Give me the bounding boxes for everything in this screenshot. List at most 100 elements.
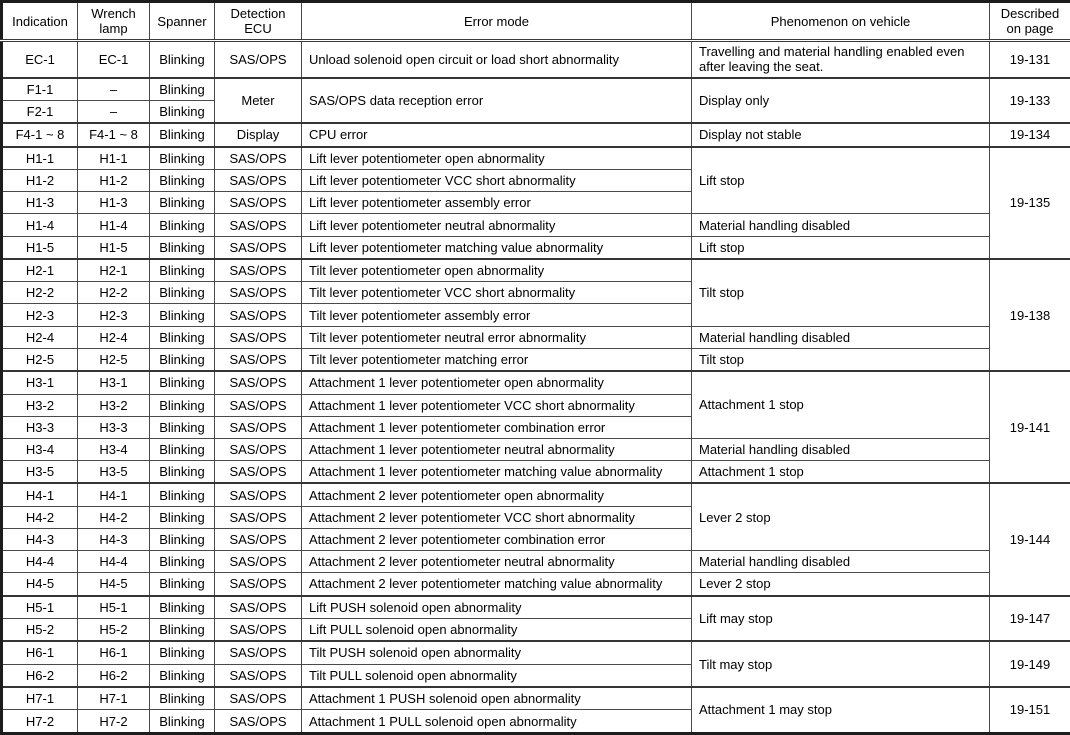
cell: H3-5: [77, 459, 150, 484]
cell: H1-2: [1, 169, 78, 193]
cell: F4-1 ~ 8: [1, 122, 78, 148]
cell: H4-2: [77, 505, 150, 529]
cell: Tilt lever potentiometer matching error: [301, 347, 692, 372]
table-row: H1-4 H1-4 Blinking SAS/OPS Lift lever potent…: [1, 213, 1070, 237]
cell: H2-3: [1, 303, 78, 327]
cell: Attachment 2 lever potentiometer VCC sho…: [301, 505, 692, 529]
cell: H3-1: [77, 370, 150, 395]
cell: H2-2: [1, 281, 78, 305]
cell: EC-1: [1, 39, 78, 78]
cell: SAS/OPS: [214, 213, 302, 237]
cell: H6-2: [77, 663, 150, 688]
cell: SAS/OPS: [214, 572, 302, 597]
cell: Attachment 2 lever potentiometer matchin…: [301, 572, 692, 597]
cell: Lift lever potentiometer neutral abnorma…: [301, 213, 692, 237]
cell: H1-4: [1, 213, 78, 237]
cell: Blinking: [149, 99, 215, 124]
cell: H1-1: [1, 145, 78, 171]
cell: Attachment 1 lever potentiometer combina…: [301, 415, 692, 439]
table-row: H1-5 H1-5 Blinking SAS/OPS Lift lever potent…: [1, 235, 1070, 260]
table-row: H3-4 H3-4 Blinking SAS/OPS Attachment 1 leve…: [1, 437, 1070, 461]
cell: H6-1: [1, 640, 78, 665]
table-row: H2-1 H2-1 Blinking SAS/OPS Tilt lever potent…: [1, 257, 1070, 372]
cell: SAS/OPS: [214, 640, 302, 665]
table-row: H4-1 H4-1 Blinking SAS/OPS Attachment 2 leve…: [1, 482, 1070, 597]
cell: Lift PUSH solenoid open abnormality: [301, 594, 692, 619]
cell: Attachment 1 may stop: [691, 685, 990, 734]
table-row: H3-2 H3-2 Blinking SAS/OPS Attachment 1 leve…: [1, 393, 1070, 417]
cell: Blinking: [149, 76, 215, 101]
table-row: H1-1 H1-1 Blinking SAS/OPS Lift lever potent…: [1, 145, 1070, 260]
cell: Blinking: [149, 482, 215, 507]
cell: Tilt PULL solenoid open abnormality: [301, 663, 692, 688]
cell: H3-5: [1, 459, 78, 484]
cell: Blinking: [149, 325, 215, 349]
table-row: H4-5 H4-5 Blinking SAS/OPS Attachment 2 leve…: [1, 572, 1070, 597]
table-row: H6-1 H6-1 Blinking SAS/OPS Tilt PUSH solenoi…: [1, 640, 1070, 688]
cell: H3-2: [1, 393, 78, 417]
cell: Blinking: [149, 459, 215, 484]
cell: Blinking: [149, 347, 215, 372]
cell: Tilt lever potentiometer assembly error: [301, 303, 692, 327]
cell: Travelling and material handling enabled…: [691, 39, 990, 78]
cell: 19-149: [989, 640, 1070, 688]
cell: Attachment 1 PUSH solenoid open abnormal…: [301, 685, 692, 711]
cell: SAS/OPS: [214, 527, 302, 552]
column-header-3: Detection ECU: [214, 1, 302, 42]
cell: Unload solenoid open circuit or load sho…: [301, 39, 692, 78]
cell: –: [77, 76, 150, 101]
column-header-4: Error mode: [301, 1, 692, 42]
cell: SAS/OPS: [214, 191, 302, 215]
header-row: Indication Wrench lamp Spanner Detection EC…: [1, 1, 1070, 42]
cell: Blinking: [149, 617, 215, 642]
cell: Tilt may stop: [691, 640, 990, 688]
table-row: H2-4 H2-4 Blinking SAS/OPS Tilt lever potent…: [1, 325, 1070, 349]
cell: Attachment 1 lever potentiometer neutral…: [301, 437, 692, 461]
cell: Attachment 2 lever potentiometer combina…: [301, 527, 692, 552]
cell: SAS/OPS: [214, 325, 302, 349]
table-body: EC-1 EC-1 Blinking SAS/OPS Unload solenoid o…: [1, 39, 1070, 734]
cell: H2-3: [77, 303, 150, 327]
cell: SAS/OPS: [214, 145, 302, 171]
cell: F4-1 ~ 8: [77, 122, 150, 148]
cell: 19-144: [989, 482, 1070, 597]
table-row: H3-3 H3-3 Blinking SAS/OPS Attachment 1 leve…: [1, 415, 1070, 439]
cell: 19-151: [989, 685, 1070, 734]
cell: 19-138: [989, 257, 1070, 372]
cell: Blinking: [149, 39, 215, 78]
cell: Tilt lever potentiometer open abnormalit…: [301, 257, 692, 283]
cell: Attachment 1 stop: [691, 370, 990, 439]
column-header-6: Described on page: [989, 1, 1070, 42]
cell: Material handling disabled: [691, 437, 990, 461]
cell: 19-133: [989, 76, 1070, 124]
cell: Lever 2 stop: [691, 482, 990, 552]
cell: Lift lever potentiometer VCC short abnor…: [301, 169, 692, 193]
cell: SAS/OPS: [214, 685, 302, 711]
table-row: H4-4 H4-4 Blinking SAS/OPS Attachment 2 leve…: [1, 549, 1070, 574]
cell: 19-141: [989, 370, 1070, 484]
cell: CPU error: [301, 122, 692, 148]
cell: Blinking: [149, 709, 215, 734]
column-header-2: Spanner: [149, 1, 215, 42]
cell: H3-1: [1, 370, 78, 395]
cell: Lift lever potentiometer assembly error: [301, 191, 692, 215]
cell: H4-1: [1, 482, 78, 507]
cell: H2-2: [77, 281, 150, 305]
column-header-5: Phenomenon on vehicle: [691, 1, 990, 42]
cell: Blinking: [149, 213, 215, 237]
cell: SAS/OPS: [214, 459, 302, 484]
cell: H2-1: [77, 257, 150, 283]
cell: Lift PULL solenoid open abnormality: [301, 617, 692, 642]
cell: H1-4: [77, 213, 150, 237]
cell: 19-131: [989, 39, 1070, 78]
cell: H2-4: [77, 325, 150, 349]
cell: H3-2: [77, 393, 150, 417]
cell: SAS/OPS: [214, 594, 302, 619]
cell: Lift stop: [691, 145, 990, 215]
cell: Attachment 2 lever potentiometer open ab…: [301, 482, 692, 507]
cell: Blinking: [149, 393, 215, 417]
table-header: Indication Wrench lamp Spanner Detection EC…: [1, 1, 1070, 42]
cell: Blinking: [149, 527, 215, 552]
table-row: H2-5 H2-5 Blinking SAS/OPS Tilt lever potent…: [1, 347, 1070, 372]
cell: SAS/OPS: [214, 257, 302, 283]
